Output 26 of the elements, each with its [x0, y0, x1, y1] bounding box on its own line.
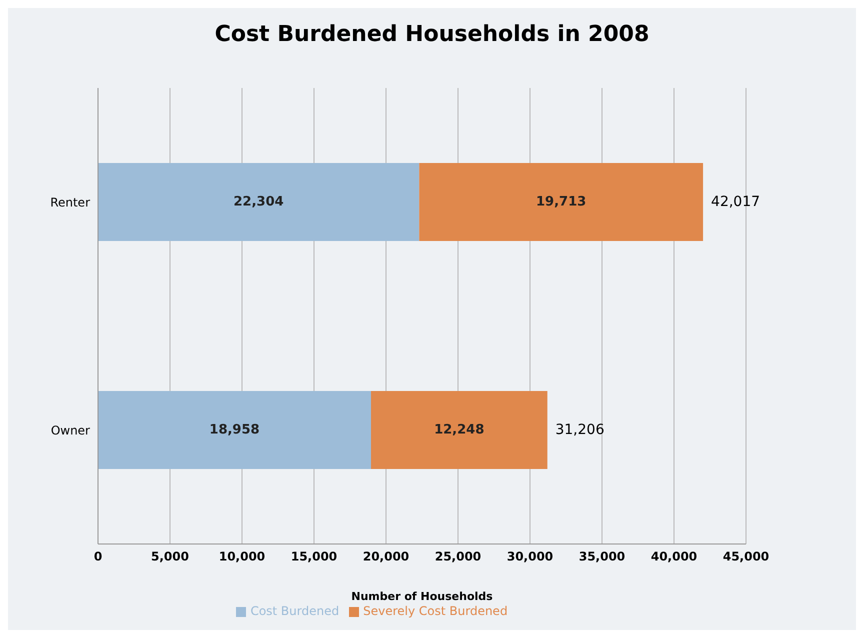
data-label: 19,713 — [536, 194, 586, 210]
x-tick-label: 40,000 — [650, 550, 698, 564]
bar — [98, 163, 420, 241]
x-axis-title: Number of Households — [351, 590, 494, 603]
x-tick-label: 45,000 — [722, 550, 770, 564]
data-label: 12,248 — [434, 422, 484, 438]
total-label: 42,017 — [711, 194, 760, 210]
y-tick-label: Owner — [50, 423, 90, 438]
y-tick-label: Renter — [50, 195, 90, 210]
x-tick-label: 5,000 — [151, 550, 189, 564]
x-tick-label: 15,000 — [290, 550, 338, 564]
x-tick-label: 10,000 — [218, 550, 266, 564]
data-label: 22,304 — [234, 194, 284, 210]
bar — [419, 163, 704, 241]
legend-label: Cost Burdened — [250, 604, 340, 618]
x-tick-label: 0 — [94, 550, 102, 564]
legend-label: Severely Cost Burdened — [363, 604, 508, 618]
total-label: 31,206 — [555, 422, 604, 438]
x-tick-label: 30,000 — [506, 550, 554, 564]
data-label: 18,958 — [209, 422, 260, 438]
bar — [98, 391, 371, 469]
x-tick-label: 35,000 — [578, 550, 626, 564]
bar — [370, 391, 548, 469]
chart-title: Cost Burdened Households in 2008 — [214, 21, 650, 49]
x-tick-label: 20,000 — [362, 550, 410, 564]
x-tick-label: 25,000 — [434, 550, 482, 564]
